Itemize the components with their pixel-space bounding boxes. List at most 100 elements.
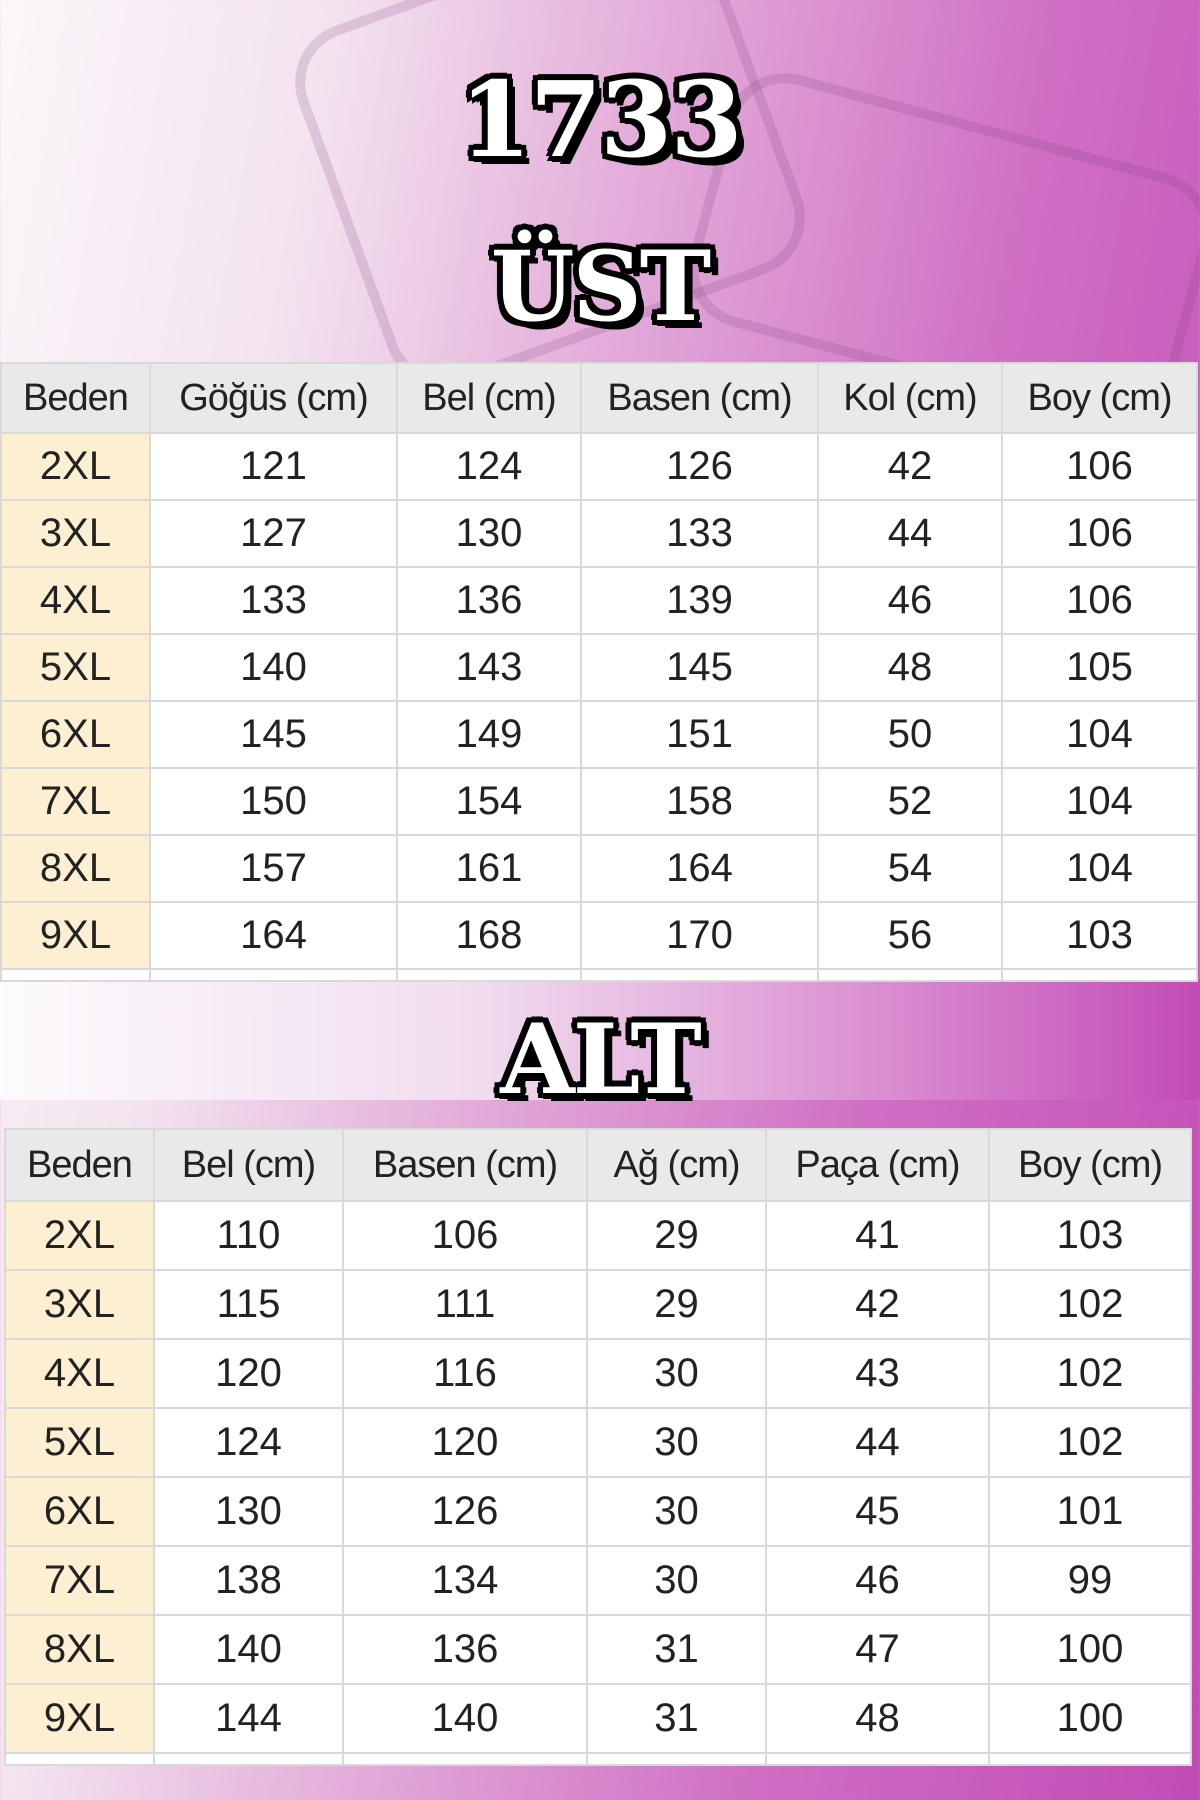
measurement-cell: 106 bbox=[1001, 499, 1198, 568]
model-number: 1733 bbox=[459, 58, 742, 181]
measurement-cell: 101 bbox=[988, 1476, 1192, 1547]
measurement-cell: 29 bbox=[586, 1269, 767, 1340]
measurement-cell: 47 bbox=[765, 1614, 990, 1685]
size-cell: 2XL bbox=[4, 1200, 155, 1271]
top-size-table: Beden Göğüs (cm) Bel (cm) Basen (cm) Kol (cm… bbox=[0, 362, 1198, 982]
column-header: Paça (cm) bbox=[765, 1128, 990, 1202]
bottom-section-title: ALT bbox=[500, 1003, 702, 1116]
measurement-cell: 102 bbox=[988, 1407, 1192, 1478]
measurement-cell: 120 bbox=[153, 1338, 344, 1409]
top-section-title: ÜST bbox=[490, 230, 711, 343]
table-row: 2XL 121 124 126 42 106 bbox=[0, 432, 1198, 501]
measurement-cell: 161 bbox=[396, 834, 582, 903]
measurement-cell: 150 bbox=[149, 767, 398, 836]
measurement-cell: 43 bbox=[765, 1338, 990, 1409]
measurement-cell: 103 bbox=[988, 1200, 1192, 1271]
empty-row bbox=[4, 1752, 1192, 1766]
table-row: 8XL 157 161 164 54 104 bbox=[0, 834, 1198, 903]
measurement-cell: 42 bbox=[817, 432, 1003, 501]
measurement-cell: 104 bbox=[1001, 700, 1198, 769]
table-row: 5XL 140 143 145 48 105 bbox=[0, 633, 1198, 702]
measurement-cell: 126 bbox=[342, 1476, 588, 1547]
table-row: 5XL 124 120 30 44 102 bbox=[4, 1407, 1192, 1478]
table-row: 7XL 138 134 30 46 99 bbox=[4, 1545, 1192, 1616]
measurement-cell: 126 bbox=[580, 432, 819, 501]
size-cell: 9XL bbox=[0, 901, 151, 970]
size-cell: 7XL bbox=[0, 767, 151, 836]
measurement-cell: 45 bbox=[765, 1476, 990, 1547]
measurement-cell: 149 bbox=[396, 700, 582, 769]
size-cell: 6XL bbox=[4, 1476, 155, 1547]
measurement-cell: 154 bbox=[396, 767, 582, 836]
measurement-cell: 102 bbox=[988, 1338, 1192, 1409]
table-row: 3XL 127 130 133 44 106 bbox=[0, 499, 1198, 568]
empty-cell bbox=[1001, 968, 1198, 982]
size-cell: 7XL bbox=[4, 1545, 155, 1616]
measurement-cell: 30 bbox=[586, 1338, 767, 1409]
empty-row bbox=[0, 968, 1198, 982]
table-row: 3XL 115 111 29 42 102 bbox=[4, 1269, 1192, 1340]
measurement-cell: 104 bbox=[1001, 767, 1198, 836]
measurement-cell: 29 bbox=[586, 1200, 767, 1271]
measurement-cell: 158 bbox=[580, 767, 819, 836]
measurement-cell: 54 bbox=[817, 834, 1003, 903]
empty-cell bbox=[342, 1752, 588, 1766]
empty-cell bbox=[817, 968, 1003, 982]
column-header: Ağ (cm) bbox=[586, 1128, 767, 1202]
table-row: 7XL 150 154 158 52 104 bbox=[0, 767, 1198, 836]
measurement-cell: 56 bbox=[817, 901, 1003, 970]
table-row: 2XL 110 106 29 41 103 bbox=[4, 1200, 1192, 1271]
measurement-cell: 30 bbox=[586, 1407, 767, 1478]
table-header-row: Beden Göğüs (cm) Bel (cm) Basen (cm) Kol (cm… bbox=[0, 362, 1198, 434]
measurement-cell: 106 bbox=[1001, 566, 1198, 635]
measurement-cell: 110 bbox=[153, 1200, 344, 1271]
column-header: Boy (cm) bbox=[1001, 362, 1198, 434]
size-cell: 4XL bbox=[4, 1338, 155, 1409]
measurement-cell: 130 bbox=[153, 1476, 344, 1547]
size-cell: 3XL bbox=[4, 1269, 155, 1340]
table-row: 9XL 144 140 31 48 100 bbox=[4, 1683, 1192, 1754]
measurement-cell: 30 bbox=[586, 1476, 767, 1547]
measurement-cell: 145 bbox=[149, 700, 398, 769]
table-row: 4XL 133 136 139 46 106 bbox=[0, 566, 1198, 635]
empty-cell bbox=[149, 968, 398, 982]
measurement-cell: 52 bbox=[817, 767, 1003, 836]
measurement-cell: 31 bbox=[586, 1614, 767, 1685]
size-cell: 9XL bbox=[4, 1683, 155, 1754]
measurement-cell: 138 bbox=[153, 1545, 344, 1616]
measurement-cell: 133 bbox=[580, 499, 819, 568]
measurement-cell: 116 bbox=[342, 1338, 588, 1409]
measurement-cell: 106 bbox=[342, 1200, 588, 1271]
column-header: Bel (cm) bbox=[153, 1128, 344, 1202]
measurement-cell: 103 bbox=[1001, 901, 1198, 970]
size-cell: 4XL bbox=[0, 566, 151, 635]
measurement-cell: 134 bbox=[342, 1545, 588, 1616]
measurement-cell: 99 bbox=[988, 1545, 1192, 1616]
measurement-cell: 145 bbox=[580, 633, 819, 702]
empty-cell bbox=[153, 1752, 344, 1766]
measurement-cell: 106 bbox=[1001, 432, 1198, 501]
measurement-cell: 120 bbox=[342, 1407, 588, 1478]
bottom-size-table: Beden Bel (cm) Basen (cm) Ağ (cm) Paça (cm) B… bbox=[4, 1128, 1192, 1766]
measurement-cell: 124 bbox=[153, 1407, 344, 1478]
empty-cell bbox=[586, 1752, 767, 1766]
empty-cell bbox=[988, 1752, 1192, 1766]
empty-cell bbox=[4, 1752, 155, 1766]
measurement-cell: 111 bbox=[342, 1269, 588, 1340]
empty-cell bbox=[580, 968, 819, 982]
measurement-cell: 48 bbox=[817, 633, 1003, 702]
measurement-cell: 46 bbox=[817, 566, 1003, 635]
measurement-cell: 102 bbox=[988, 1269, 1192, 1340]
measurement-cell: 48 bbox=[765, 1683, 990, 1754]
empty-cell bbox=[396, 968, 582, 982]
column-header: Beden bbox=[4, 1128, 155, 1202]
empty-cell bbox=[765, 1752, 990, 1766]
measurement-cell: 104 bbox=[1001, 834, 1198, 903]
measurement-cell: 140 bbox=[153, 1614, 344, 1685]
column-header: Kol (cm) bbox=[817, 362, 1003, 434]
measurement-cell: 157 bbox=[149, 834, 398, 903]
divider-band bbox=[0, 980, 1200, 1100]
column-header: Basen (cm) bbox=[580, 362, 819, 434]
size-cell: 8XL bbox=[0, 834, 151, 903]
empty-cell bbox=[0, 968, 151, 982]
